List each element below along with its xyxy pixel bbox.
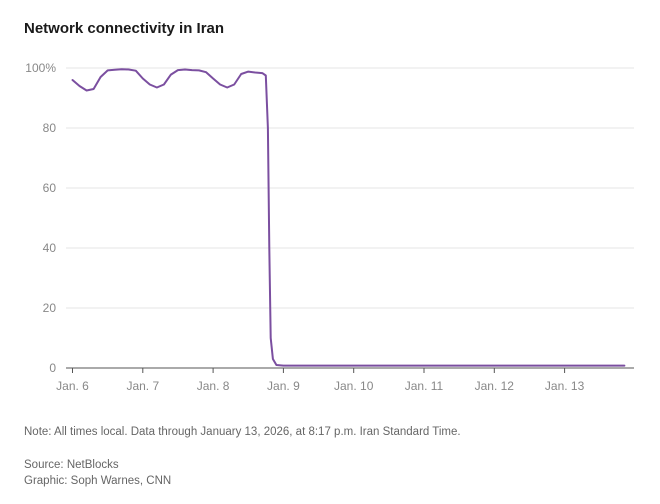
- gridlines: [66, 67, 634, 309]
- source-line: Source: NetBlocks: [24, 459, 119, 471]
- chart-title: Network connectivity in Iran: [24, 20, 225, 37]
- y-tick-label: 100%: [25, 61, 56, 75]
- chart-note: Note: All times local. Data through Janu…: [24, 426, 461, 438]
- graphic-credit: Graphic: Soph Warnes, CNN: [24, 475, 172, 487]
- x-tick-label: Jan. 8: [197, 379, 230, 393]
- y-axis: 0 20 40 60 80 100%: [25, 61, 56, 375]
- y-tick-label: 80: [43, 121, 57, 135]
- x-tick-label: Jan. 7: [126, 379, 159, 393]
- series-layer: [71, 68, 626, 367]
- y-tick-label: 0: [49, 361, 56, 375]
- x-tick-label: Jan. 9: [267, 379, 300, 393]
- x-tick-label: Jan. 11: [405, 379, 444, 393]
- x-axis: Jan. 6 Jan. 7 Jan. 8 Jan. 9 Jan. 10 Jan. 11 Ja…: [56, 367, 634, 393]
- x-tick-label: Jan. 6: [56, 379, 89, 393]
- series-line-connectivity: [71, 68, 626, 367]
- credits: Source: NetBlocks Graphic: Soph Warnes, …: [24, 457, 171, 489]
- x-tick-label: Jan. 13: [545, 379, 585, 393]
- y-tick-label: 20: [43, 301, 57, 315]
- x-tick-label: Jan. 10: [334, 379, 374, 393]
- y-tick-label: 40: [43, 241, 57, 255]
- x-tick-label: Jan. 12: [475, 379, 515, 393]
- y-tick-label: 60: [43, 181, 57, 195]
